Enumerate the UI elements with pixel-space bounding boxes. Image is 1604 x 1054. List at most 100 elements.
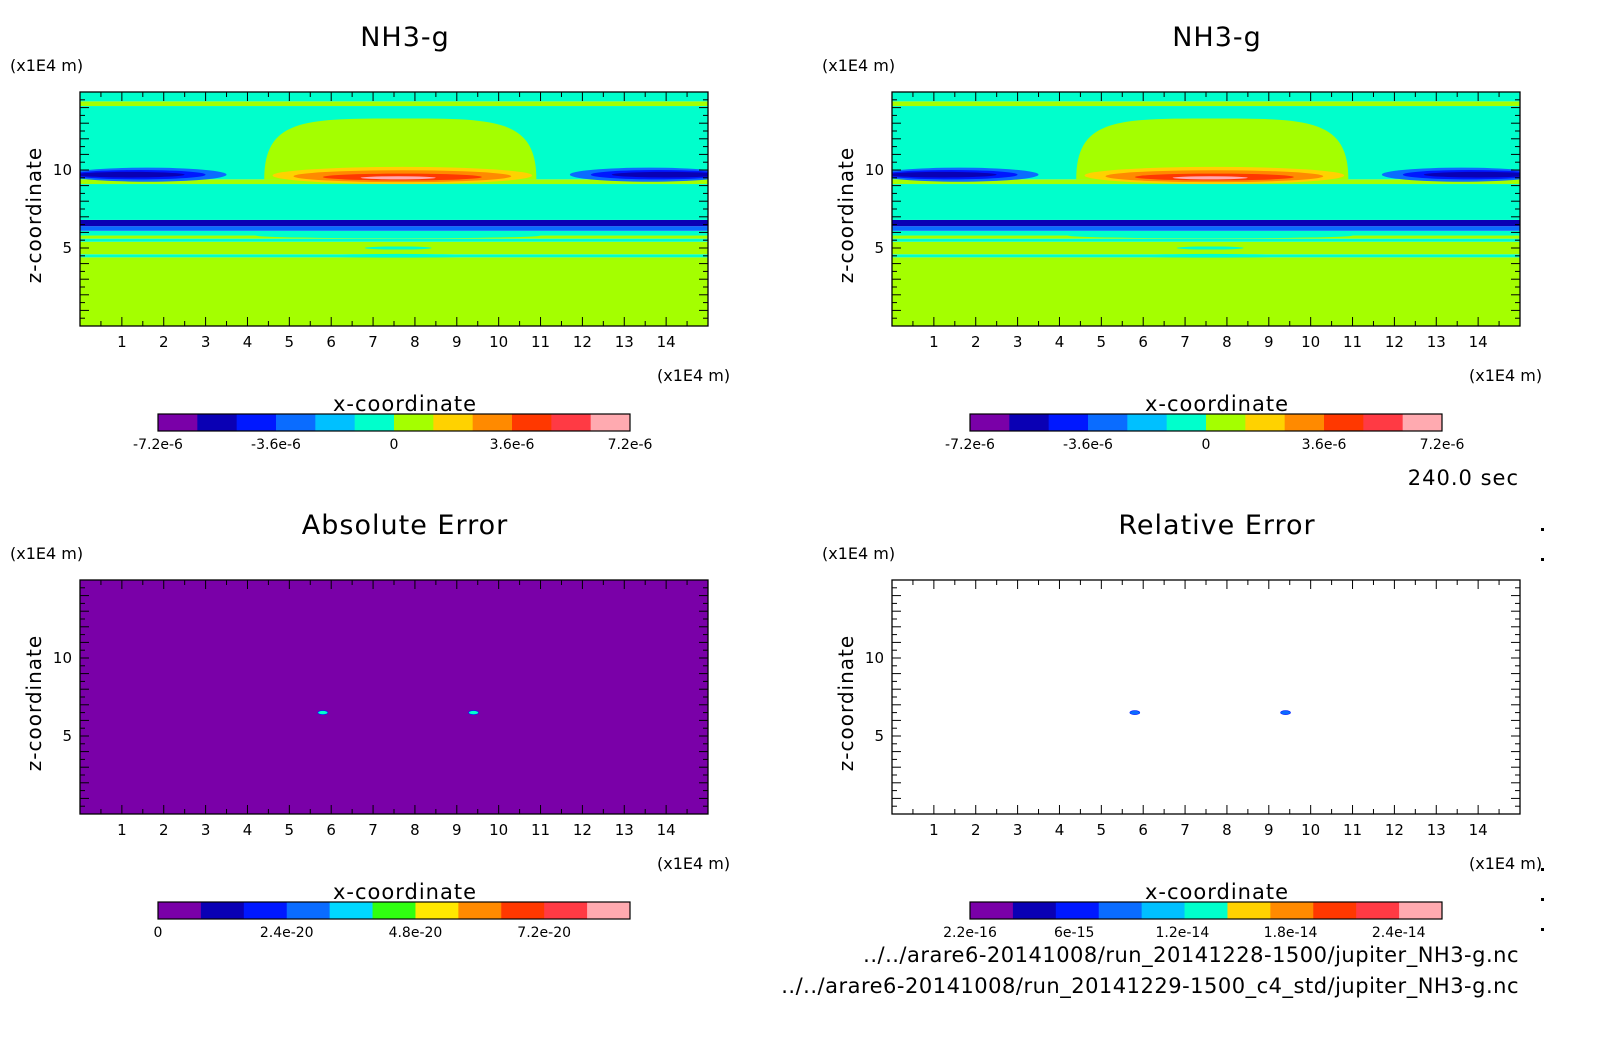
field-contour (892, 171, 997, 178)
x-tick-label: 1 (117, 821, 127, 839)
x-tick-label: 3 (201, 821, 211, 839)
field-contour (255, 232, 541, 239)
x-tick-label: 13 (615, 821, 634, 839)
plot-title: NH3-g (360, 22, 450, 53)
x-tick-label: 1 (929, 333, 939, 351)
x-tick-label: 6 (326, 333, 336, 351)
margin-dot (1541, 558, 1544, 561)
colorbar-label: 1.8e-14 (1264, 925, 1318, 941)
plot-field (892, 92, 1520, 326)
x-tick-label: 14 (1469, 821, 1488, 839)
colorbar-cell (200, 902, 245, 919)
x-tick-label: 12 (1385, 821, 1404, 839)
colorbar-label: 6e-15 (1054, 925, 1094, 941)
x-tick-label: 11 (531, 821, 550, 839)
colorbar-label: 7.2e-6 (1420, 437, 1465, 453)
field-contour (1423, 171, 1520, 178)
colorbar-cell (1284, 414, 1325, 431)
error-spot (317, 710, 329, 715)
y-tick-label: 10 (865, 649, 884, 667)
field-band (80, 226, 708, 231)
x-tick-label: 8 (1222, 333, 1232, 351)
plot-title: Absolute Error (301, 510, 509, 541)
plot-title: Relative Error (1118, 510, 1316, 541)
x-tick-label: 7 (368, 333, 378, 351)
colorbar-cell (1009, 414, 1050, 431)
plot-background (892, 580, 1520, 814)
colorbar-cell (286, 902, 331, 919)
colorbar-cell (158, 902, 202, 919)
colorbar-label: -3.6e-6 (251, 437, 301, 453)
field-band (892, 101, 1520, 107)
colorbar-cell (243, 902, 288, 919)
x-unit-label: (x1E4 m) (657, 854, 731, 873)
y-tick-label: 10 (865, 161, 884, 179)
colorbar-cell (501, 902, 545, 919)
x-tick-label: 9 (1264, 821, 1274, 839)
colorbar-cell (372, 902, 416, 919)
x-tick-label: 2 (971, 333, 981, 351)
x-tick-label: 12 (573, 333, 592, 351)
x-unit-label: (x1E4 m) (1469, 366, 1543, 385)
field-contour (364, 246, 432, 250)
colorbar-cell (1055, 902, 1100, 919)
colorbar-cell (1402, 414, 1443, 431)
field-band (892, 184, 1520, 220)
colorbar-label: 2.4e-20 (260, 925, 314, 941)
x-tick-label: 13 (615, 333, 634, 351)
x-tick-label: 14 (1469, 333, 1488, 351)
plot-field (892, 580, 1520, 814)
x-tick-label: 1 (929, 821, 939, 839)
colorbar-frame (157, 901, 631, 920)
colorbar-label: 0 (390, 437, 399, 453)
x-tick-label: 5 (285, 333, 295, 351)
colorbar-label: 2.2e-16 (943, 925, 997, 941)
error-spot (468, 710, 479, 715)
x-tick-label: 4 (243, 333, 253, 351)
y-tick-label: 10 (53, 649, 72, 667)
colorbar-label: 7.2e-20 (517, 925, 571, 941)
x-tick-label: 9 (452, 333, 462, 351)
colorbar-frame (157, 413, 631, 432)
field-band (80, 257, 708, 326)
x-tick-label: 11 (531, 333, 550, 351)
colorbar-cell (590, 414, 631, 431)
colorbar-cell (1127, 414, 1168, 431)
x-tick-label: 8 (410, 333, 420, 351)
colorbar-cell (1245, 414, 1286, 431)
colorbar-cell (329, 902, 374, 919)
field-band (80, 219, 708, 227)
x-tick-label: 13 (1427, 333, 1446, 351)
colorbar-label: 3.6e-6 (1302, 437, 1347, 453)
colorbar-cell (433, 414, 474, 431)
nh3-g-plot-right: NH3-g (x1E4 m) z-coordinate 1 2 3 4 5 6 7 8 9 10 1… (812, 0, 1592, 470)
y-tick-label: 5 (874, 239, 884, 257)
x-tick-label: 7 (1180, 333, 1190, 351)
colorbar-cell (315, 414, 356, 431)
colorbar-cell (512, 414, 552, 431)
file-path-1: ../../arare6-20141008/run_20141228-1500/… (863, 943, 1519, 967)
field-band (892, 257, 1520, 326)
colorbar-cell (458, 902, 502, 919)
colorbar-label: 2.4e-14 (1372, 925, 1426, 941)
x-tick-label: 5 (1097, 333, 1107, 351)
colorbar-label: 3.6e-6 (490, 437, 535, 453)
colorbar-cell (1324, 414, 1364, 431)
field-contour (80, 171, 185, 178)
x-tick-label: 10 (489, 821, 508, 839)
colorbar-label: -3.6e-6 (1063, 437, 1113, 453)
colorbar-cell (544, 902, 588, 919)
field-contour (1130, 253, 1290, 258)
margin-dot (1541, 868, 1544, 871)
x-tick-label: 8 (1222, 821, 1232, 839)
x-tick-label: 12 (573, 821, 592, 839)
colorbar-cell (415, 902, 459, 919)
y-unit-label: (x1E4 m) (10, 544, 84, 563)
colorbar-cell (1048, 414, 1089, 431)
x-tick-label: 4 (1055, 333, 1065, 351)
x-tick-label: 9 (1264, 333, 1274, 351)
colorbar-cell (970, 414, 1010, 431)
x-tick-label: 3 (1013, 821, 1023, 839)
